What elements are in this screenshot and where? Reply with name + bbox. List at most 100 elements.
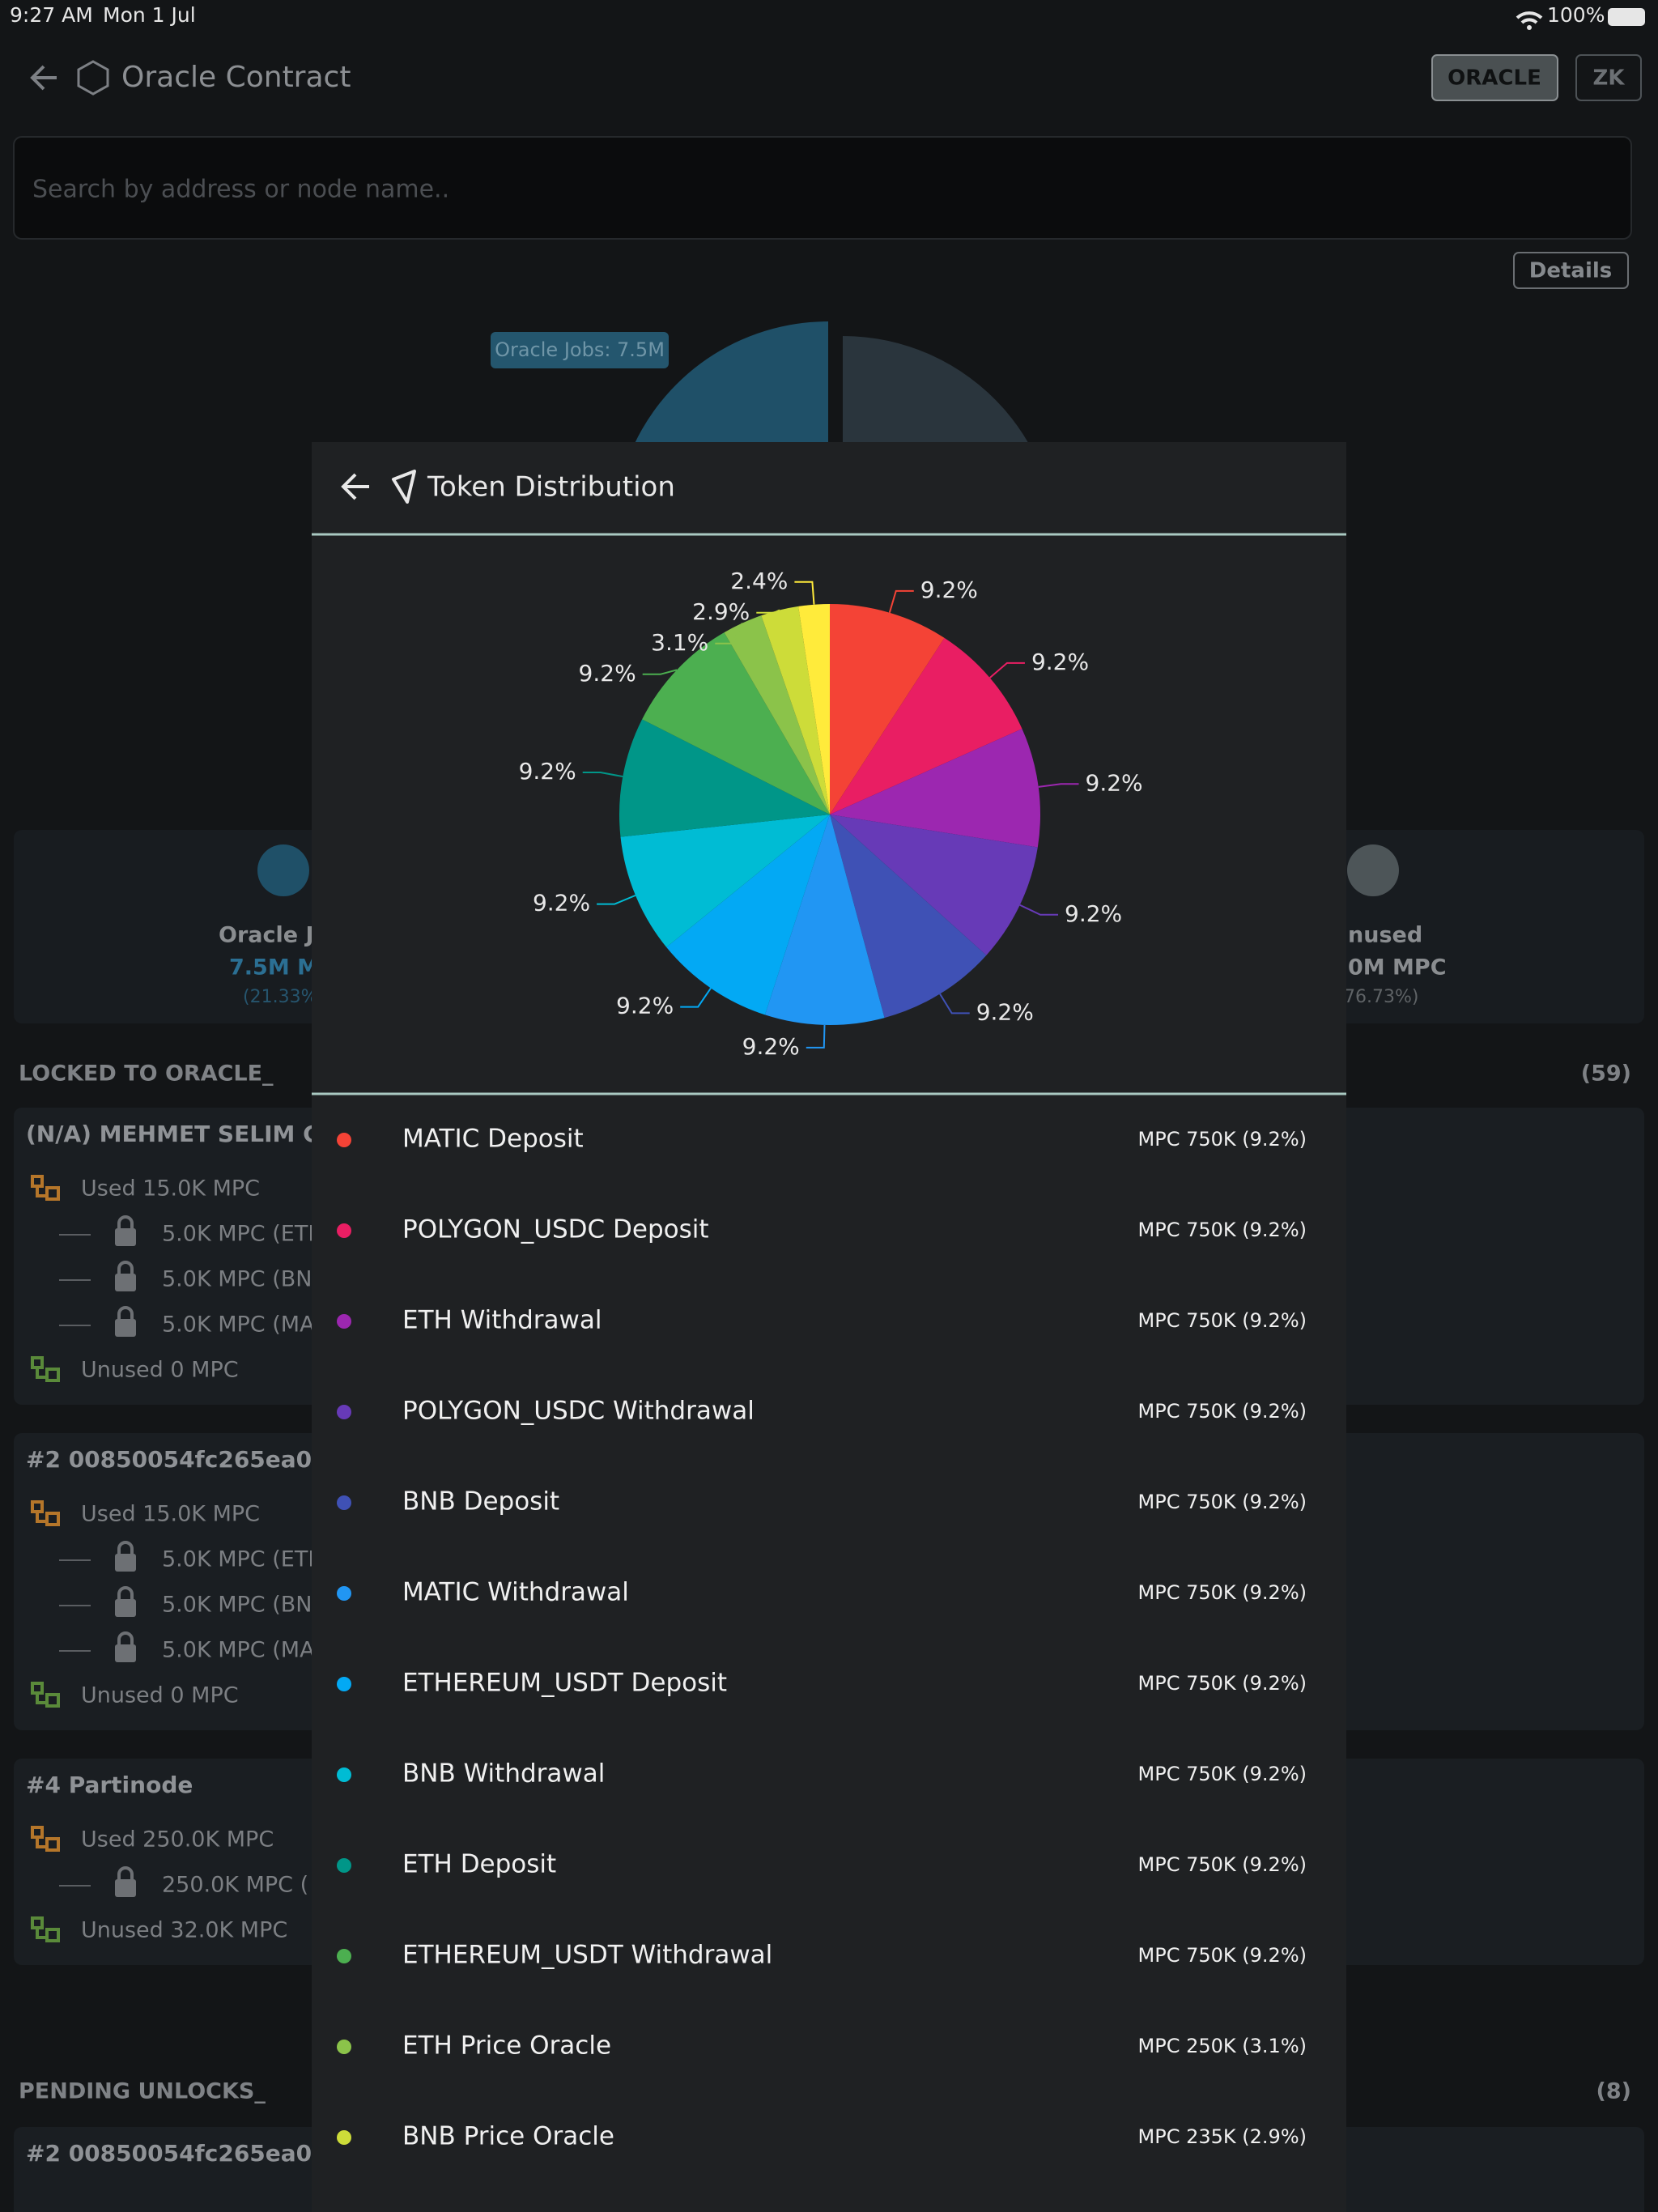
- stat-label: nused: [1348, 923, 1422, 948]
- legend-dot: [337, 1133, 351, 1147]
- item-name: ETH Deposit: [402, 1850, 556, 1879]
- pie-slice: [830, 815, 987, 1019]
- item-name: ETH Withdrawal: [402, 1306, 602, 1335]
- tab-oracle[interactable]: [1431, 54, 1558, 101]
- used-amount: Used 250.0K MPC: [81, 1827, 274, 1853]
- tab-zk[interactable]: [1575, 54, 1642, 101]
- legend-dot: [337, 1223, 351, 1238]
- section-count: (59): [1581, 1061, 1631, 1087]
- stat-amount: 0M MPC: [1348, 955, 1447, 981]
- slice-label: 9.2%: [920, 576, 978, 603]
- battery-level: 100%: [1547, 3, 1605, 27]
- details-label[interactable]: Details: [1529, 259, 1613, 283]
- leader-line: [939, 993, 970, 1015]
- leader-line: [642, 669, 678, 675]
- pie-slice: [620, 815, 830, 947]
- logo-icon: [77, 60, 109, 96]
- tab-oracle-label[interactable]: ORACLE: [1448, 66, 1541, 91]
- lock-amount: 5.0K MPC (ETH: [162, 1547, 325, 1572]
- item-amount: MPC 750K (9.2%): [1138, 1219, 1307, 1241]
- pie-slice: [830, 729, 1041, 848]
- lock-icon: [115, 1319, 136, 1337]
- leader-line: [715, 623, 743, 644]
- pie-slice: [830, 637, 1022, 815]
- slice-label: 9.2%: [1065, 900, 1122, 927]
- tab-zk-label[interactable]: ZK: [1593, 66, 1626, 91]
- slice-label: 9.2%: [616, 993, 674, 1019]
- legend-dot: [337, 1949, 351, 1963]
- modal-title: Token Distribution: [427, 471, 675, 504]
- leader-line: [756, 609, 780, 614]
- search-placeholder[interactable]: Search by address or node name..: [32, 176, 449, 204]
- search-box[interactable]: [13, 136, 1632, 240]
- lock-amount: 5.0K MPC (MA: [162, 1312, 315, 1338]
- tooltip-text: Oracle Jobs: 7.5M: [495, 338, 665, 361]
- legend-dot: [337, 1405, 351, 1419]
- stat-percent: 76.73%): [1344, 987, 1418, 1007]
- leader-line: [680, 987, 712, 1008]
- leader-line: [888, 589, 914, 613]
- legend-dot: [337, 1858, 351, 1873]
- distribution-list: MATIC Deposit MPC 750K (9.2%) POLYGON_USDC…: [337, 1125, 1307, 2151]
- item-name: POLYGON_USDC Withdrawal: [402, 1397, 755, 1426]
- item-amount: MPC 750K (9.2%): [1138, 1309, 1307, 1332]
- pie-slice: [798, 604, 830, 815]
- pie-slice: [642, 632, 830, 815]
- legend-dot: [337, 1586, 351, 1601]
- details-button[interactable]: [1513, 252, 1629, 289]
- item-name: POLYGON_USDC Deposit: [402, 1215, 709, 1244]
- modal-back-button[interactable]: [341, 473, 369, 500]
- node-title: #2 00850054fc265ea065: [26, 1446, 343, 1473]
- item-name: MATIC Deposit: [402, 1125, 584, 1154]
- slice-label: 9.2%: [976, 998, 1034, 1025]
- back-button[interactable]: [30, 65, 57, 91]
- slice-label: 9.2%: [519, 758, 576, 785]
- node-title: #2 00850054fc265ea065: [26, 2140, 343, 2167]
- pie-slice: [764, 815, 885, 1026]
- item-name: ETHEREUM_USDT Withdrawal: [402, 1941, 772, 1970]
- lock-icon: [115, 1599, 136, 1617]
- lock-shackle: [117, 1215, 134, 1228]
- lock-amount: 5.0K MPC (MA: [162, 1638, 315, 1663]
- stat-icon: [257, 844, 309, 896]
- used-amount: Used 15.0K MPC: [81, 1502, 260, 1527]
- pie-slice: [830, 604, 945, 815]
- unused-icon: [31, 1916, 60, 1942]
- unused-icon: [31, 1682, 60, 1708]
- section-title: LOCKED TO ORACLE_: [19, 1061, 274, 1087]
- leader-line: [794, 581, 815, 605]
- pie-slice: [619, 719, 830, 837]
- used-icon: [31, 1175, 60, 1201]
- node-title: (N/A) MEHMET SELIM G: [26, 1121, 321, 1147]
- wifi-icon: [1516, 11, 1543, 24]
- section-title: PENDING UNLOCKS_: [19, 2079, 266, 2104]
- lock-shackle: [117, 1541, 134, 1554]
- leader-line: [1019, 904, 1059, 916]
- slice-label: 9.2%: [1086, 769, 1143, 796]
- item-name: ETH Price Oracle: [402, 2031, 611, 2061]
- stat-icon: [1347, 844, 1399, 896]
- wifi-dot: [1527, 25, 1532, 30]
- item-amount: MPC 750K (9.2%): [1138, 1400, 1307, 1423]
- battery-icon: [1608, 8, 1645, 26]
- leader-line: [582, 772, 623, 778]
- status-date: Mon 1 Jul: [103, 3, 196, 27]
- slice-label: 2.4%: [730, 568, 788, 594]
- leader-line: [1038, 783, 1079, 788]
- stat-amount: 7.5M M: [229, 955, 319, 981]
- legend-dot: [337, 2040, 351, 2054]
- pie-slice: [761, 606, 830, 815]
- leader-line: [597, 894, 636, 905]
- modal-icon: [392, 470, 416, 504]
- unused-amount: Unused 0 MPC: [81, 1358, 239, 1383]
- unused-icon: [31, 1356, 60, 1382]
- item-amount: MPC 750K (9.2%): [1138, 1581, 1307, 1604]
- legend-dot: [337, 1677, 351, 1691]
- lock-icon: [115, 1879, 136, 1897]
- lock-shackle: [117, 1306, 134, 1319]
- lock-shackle: [117, 1586, 134, 1599]
- leader-line: [989, 661, 1025, 678]
- legend-dot: [337, 2130, 351, 2145]
